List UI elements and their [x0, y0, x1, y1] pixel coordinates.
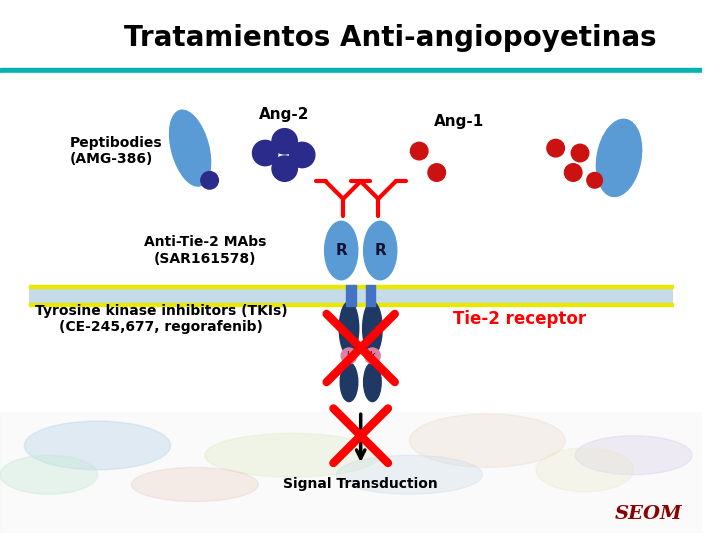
- Ellipse shape: [325, 221, 358, 280]
- Ellipse shape: [24, 421, 171, 470]
- Ellipse shape: [596, 119, 642, 197]
- Ellipse shape: [339, 302, 359, 355]
- Ellipse shape: [336, 455, 482, 494]
- Ellipse shape: [341, 363, 358, 402]
- Text: Tie-2 receptor: Tie-2 receptor: [454, 310, 586, 328]
- Ellipse shape: [341, 348, 357, 363]
- Ellipse shape: [364, 348, 380, 363]
- Text: Ang-2: Ang-2: [259, 106, 310, 122]
- Bar: [30, 285, 672, 287]
- Circle shape: [547, 139, 564, 157]
- Bar: [30, 285, 672, 306]
- Circle shape: [272, 129, 297, 154]
- Ellipse shape: [0, 455, 97, 494]
- Text: Peptibodies
(AMG-386): Peptibodies (AMG-386): [70, 136, 163, 166]
- Bar: [0, 7, 702, 70]
- Ellipse shape: [410, 414, 565, 468]
- Ellipse shape: [364, 221, 397, 280]
- Bar: [0, 411, 702, 533]
- Circle shape: [428, 164, 446, 181]
- Circle shape: [410, 143, 428, 160]
- Ellipse shape: [132, 468, 258, 502]
- Ellipse shape: [363, 302, 382, 355]
- Ellipse shape: [575, 436, 692, 475]
- Text: k: k: [369, 351, 375, 361]
- Ellipse shape: [364, 363, 381, 402]
- Text: k: k: [346, 351, 352, 361]
- Text: R: R: [374, 243, 386, 258]
- Bar: [30, 303, 672, 306]
- Bar: [0, 68, 702, 73]
- Text: Tratamientos Anti-angiopoyetinas: Tratamientos Anti-angiopoyetinas: [124, 24, 656, 52]
- Bar: [366, 285, 375, 306]
- Ellipse shape: [169, 110, 211, 186]
- Circle shape: [587, 172, 603, 188]
- Bar: [346, 285, 356, 306]
- Text: R: R: [336, 243, 347, 258]
- Circle shape: [272, 156, 297, 181]
- Ellipse shape: [536, 448, 634, 492]
- Text: Ang-1: Ang-1: [434, 114, 484, 129]
- Circle shape: [564, 164, 582, 181]
- Text: Anti-Tie-2 MAbs
(SAR161578): Anti-Tie-2 MAbs (SAR161578): [143, 235, 266, 266]
- Text: SEOM: SEOM: [615, 505, 683, 523]
- Circle shape: [253, 140, 278, 166]
- Ellipse shape: [204, 433, 380, 477]
- Text: Signal Transduction: Signal Transduction: [283, 477, 438, 491]
- Circle shape: [289, 143, 315, 167]
- Circle shape: [201, 172, 218, 189]
- Bar: [0, 73, 702, 411]
- Text: Tyrosine kinase inhibitors (TKIs)
(CE-245,677, regorafenib): Tyrosine kinase inhibitors (TKIs) (CE-24…: [35, 303, 287, 334]
- Circle shape: [571, 144, 589, 162]
